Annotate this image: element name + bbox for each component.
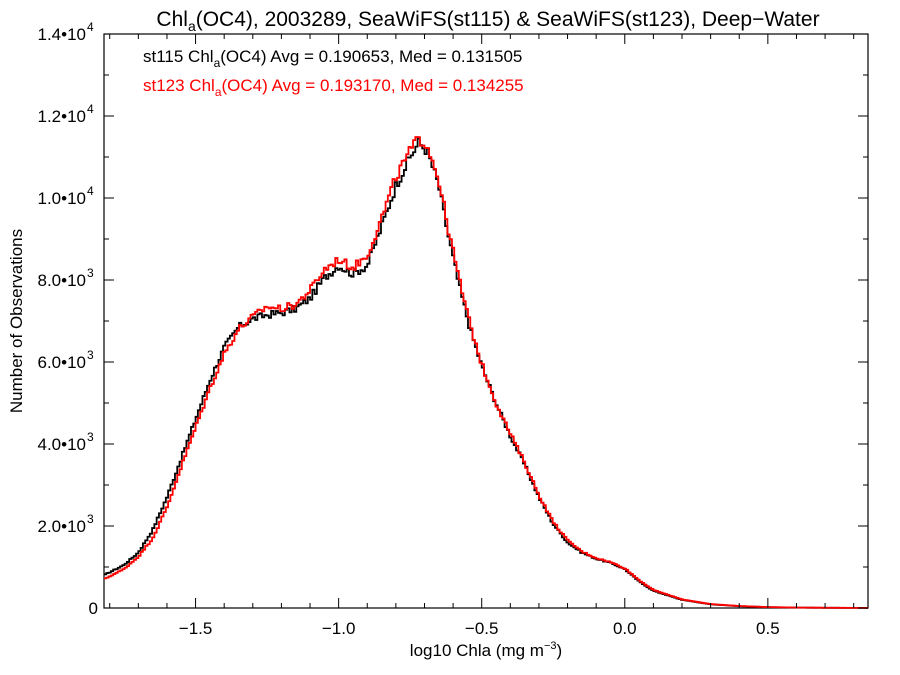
- y-tick-label: 1.2•10: [38, 107, 87, 126]
- y-axis-label: Number of Observations: [7, 229, 26, 413]
- y-tick-exponent: 3: [87, 348, 94, 362]
- y-tick-label: 8.0•10: [38, 271, 87, 290]
- y-tick-label: 6.0•10: [38, 353, 87, 372]
- y-tick-exponent: 4: [87, 184, 94, 198]
- y-tick-exponent: 4: [87, 20, 94, 34]
- x-axis-label: log10 Chla (mg m−3): [410, 640, 562, 660]
- x-tick-label: 0.5: [756, 619, 780, 638]
- series-st123: [104, 136, 868, 609]
- y-axis-ticks: 02.0•10 34.0•10 36.0•10 38.0•10 31.0•10 41.2•…: [38, 20, 868, 618]
- x-tick-label: −1.5: [179, 619, 213, 638]
- x-tick-label: 0.0: [613, 619, 637, 638]
- x-tick-label: −0.5: [465, 619, 499, 638]
- y-tick-exponent: 3: [87, 266, 94, 280]
- y-tick-label: 1.4•10: [38, 25, 87, 44]
- y-tick-label: 1.0•10: [38, 189, 87, 208]
- plot-frame: [103, 33, 869, 609]
- y-tick-label: 2.0•10: [38, 517, 87, 536]
- annotation-st115: st115 Chla(OC4) Avg = 0.190653, Med = 0.…: [143, 47, 522, 70]
- x-tick-label: −1.0: [322, 619, 356, 638]
- series-line-st123: [104, 136, 868, 609]
- y-tick-exponent: 4: [87, 102, 94, 116]
- annotation-legend: st115 Chla(OC4) Avg = 0.190653, Med = 0.…: [143, 47, 524, 99]
- chart-title: Chla(OC4), 2003289, SeaWiFS(st115) & Sea…: [156, 8, 819, 34]
- y-tick-label: 4.0•10: [38, 435, 87, 454]
- y-tick-label: 0: [89, 599, 98, 618]
- y-tick-exponent: 3: [87, 430, 94, 444]
- x-axis-ticks: −1.5 −1.0 −0.5 0.0 0.5: [109, 34, 855, 638]
- annotation-st123: st123 Chla(OC4) Avg = 0.193170, Med = 0.…: [143, 76, 524, 99]
- series-layer: [104, 136, 868, 609]
- y-tick-exponent: 3: [87, 512, 94, 526]
